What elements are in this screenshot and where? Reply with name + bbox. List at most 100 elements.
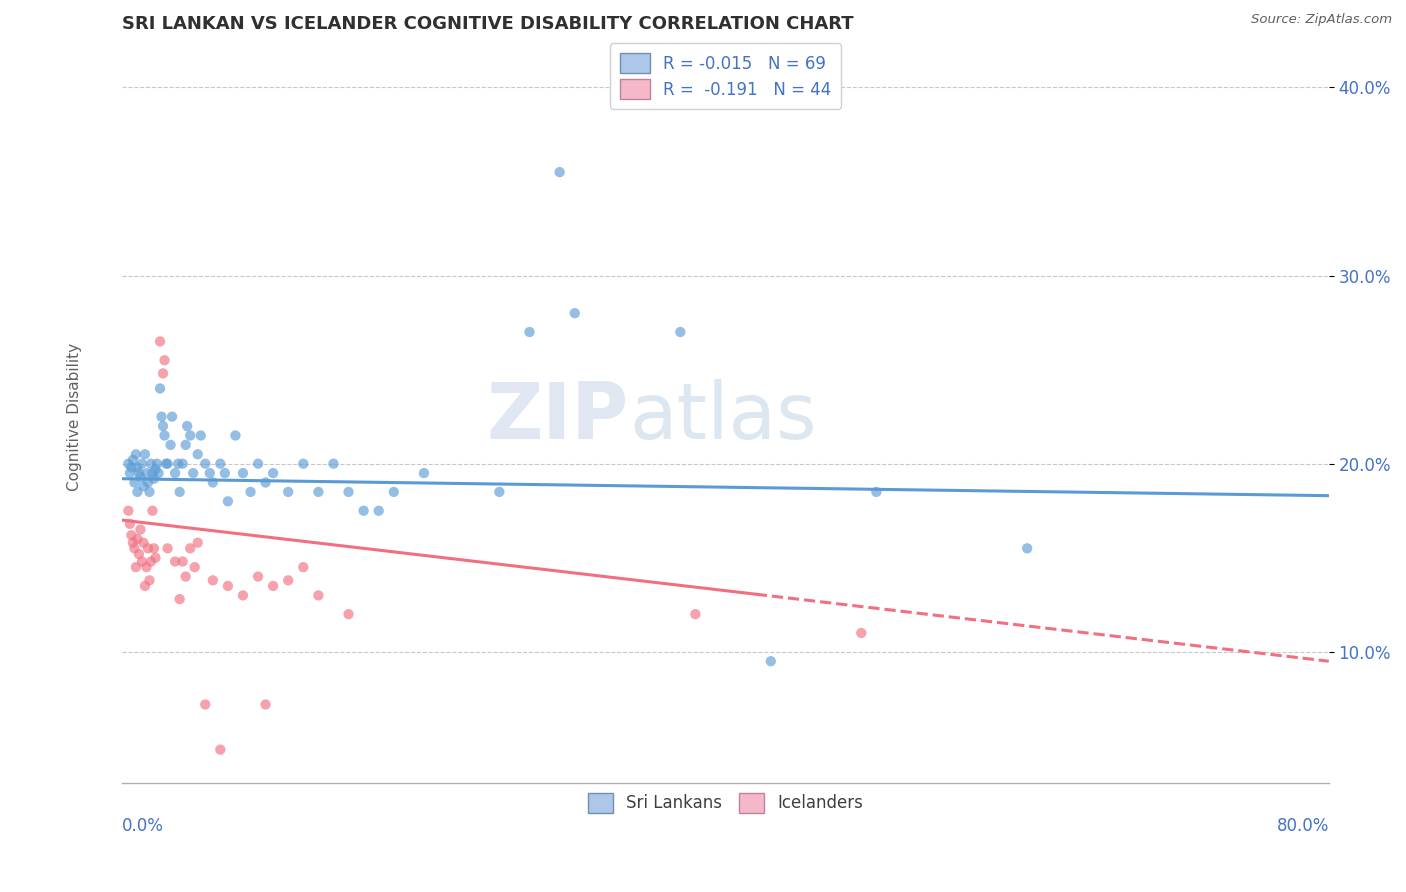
Point [232, 588, 254, 602]
Point [153, 353, 176, 368]
Point [201, 574, 224, 588]
Point [117, 457, 139, 471]
Point [169, 484, 191, 499]
Point [128, 466, 150, 480]
Point [165, 554, 187, 568]
Point [118, 516, 141, 531]
Point [127, 484, 149, 499]
Point [125, 560, 148, 574]
Text: ZIP: ZIP [486, 379, 628, 455]
Point [145, 462, 167, 476]
Point [138, 574, 160, 588]
Text: Cognitive Disability: Cognitive Disability [66, 343, 82, 491]
Point [367, 504, 389, 518]
Point [155, 457, 177, 471]
Point [209, 742, 232, 756]
Point [120, 460, 142, 475]
Point [152, 419, 174, 434]
Point [149, 334, 172, 349]
Point [146, 457, 169, 471]
Point [145, 550, 167, 565]
Point [129, 523, 152, 537]
Point [488, 484, 510, 499]
Point [277, 574, 299, 588]
Point [143, 541, 166, 556]
Point [152, 367, 174, 381]
Point [194, 698, 217, 712]
Point [190, 428, 212, 442]
Text: SRI LANKAN VS ICELANDER COGNITIVE DISABILITY CORRELATION CHART: SRI LANKAN VS ICELANDER COGNITIVE DISABI… [122, 15, 853, 33]
Point [685, 607, 707, 622]
Point [127, 460, 149, 475]
Point [337, 484, 360, 499]
Point [337, 607, 360, 622]
Point [262, 579, 284, 593]
Point [150, 409, 173, 424]
Point [198, 466, 221, 480]
Point [120, 528, 142, 542]
Point [214, 466, 236, 480]
Point [134, 447, 156, 461]
Point [139, 457, 162, 471]
Point [136, 475, 159, 490]
Point [183, 560, 205, 574]
Point [181, 466, 204, 480]
Point [156, 541, 179, 556]
Point [129, 470, 152, 484]
Point [307, 484, 329, 499]
Point [124, 475, 146, 490]
Point [413, 466, 436, 480]
Point [548, 165, 571, 179]
Point [669, 325, 692, 339]
Point [277, 484, 299, 499]
Point [851, 626, 873, 640]
Point [353, 504, 375, 518]
Point [254, 698, 277, 712]
Point [122, 453, 145, 467]
Text: 0.0%: 0.0% [122, 816, 165, 835]
Point [174, 438, 197, 452]
Point [292, 560, 315, 574]
Point [139, 554, 162, 568]
Point [160, 409, 183, 424]
Point [179, 541, 201, 556]
Point [141, 504, 163, 518]
Point [172, 457, 194, 471]
Point [172, 554, 194, 568]
Point [122, 535, 145, 549]
Point [1017, 541, 1039, 556]
Point [307, 588, 329, 602]
Point [239, 484, 262, 499]
Point [201, 475, 224, 490]
Point [254, 475, 277, 490]
Point [179, 428, 201, 442]
Point [149, 381, 172, 395]
Point [217, 494, 239, 508]
Point [564, 306, 586, 320]
Point [519, 325, 541, 339]
Point [165, 466, 187, 480]
Point [176, 419, 198, 434]
Point [209, 457, 232, 471]
Point [156, 457, 179, 471]
Point [759, 654, 782, 668]
Point [322, 457, 344, 471]
Point [135, 466, 157, 480]
Point [159, 438, 181, 452]
Point [132, 535, 155, 549]
Point [153, 428, 176, 442]
Point [135, 560, 157, 574]
Point [865, 484, 887, 499]
Point [131, 554, 153, 568]
Point [134, 579, 156, 593]
Point [262, 466, 284, 480]
Point [125, 447, 148, 461]
Point [131, 457, 153, 471]
Point [143, 472, 166, 486]
Point [148, 466, 170, 480]
Point [128, 547, 150, 561]
Text: 80.0%: 80.0% [1277, 816, 1329, 835]
Point [187, 447, 209, 461]
Point [224, 428, 246, 442]
Point [194, 457, 217, 471]
